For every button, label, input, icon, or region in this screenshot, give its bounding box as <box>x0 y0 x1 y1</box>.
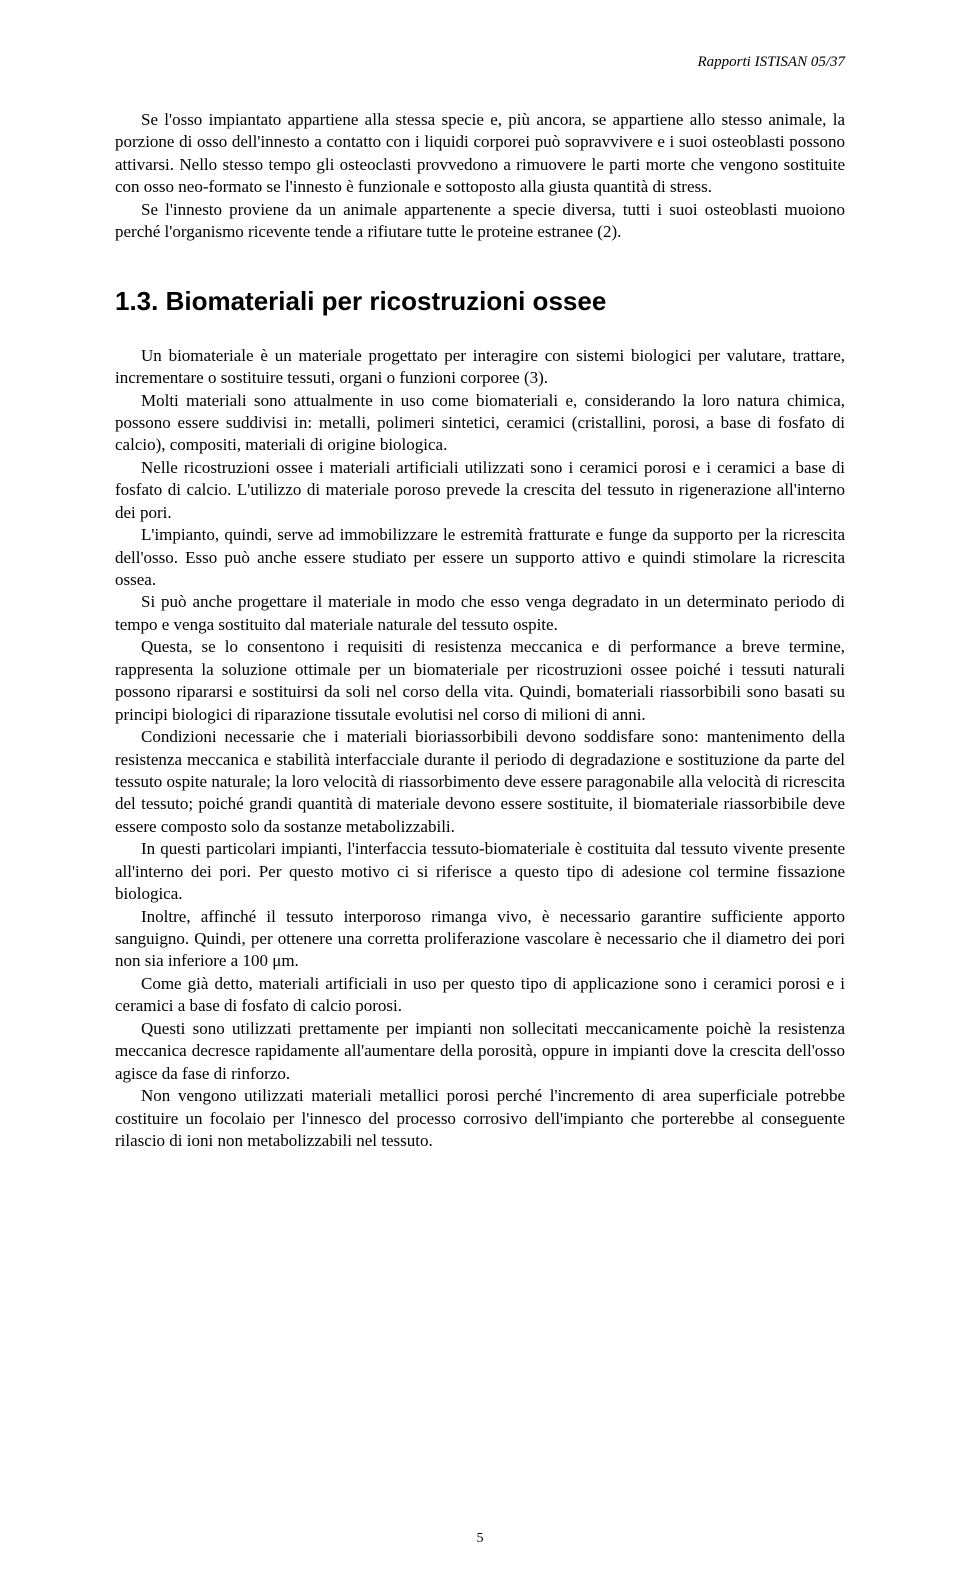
paragraph: Non vengono utilizzati materiali metalli… <box>115 1085 845 1152</box>
paragraph: Nelle ricostruzioni ossee i materiali ar… <box>115 457 845 524</box>
section-body: Un biomateriale è un materiale progettat… <box>115 345 845 1153</box>
paragraph: L'impianto, quindi, serve ad immobilizza… <box>115 524 845 591</box>
paragraph: Un biomateriale è un materiale progettat… <box>115 345 845 390</box>
paragraph: Condizioni necessarie che i materiali bi… <box>115 726 845 838</box>
intro-paragraphs: Se l'osso impiantato appartiene alla ste… <box>115 109 845 244</box>
paragraph: Inoltre, affinché il tessuto interporoso… <box>115 906 845 973</box>
paragraph: Si può anche progettare il materiale in … <box>115 591 845 636</box>
paragraph: Questa, se lo consentono i requisiti di … <box>115 636 845 726</box>
paragraph: Molti materiali sono attualmente in uso … <box>115 390 845 457</box>
paragraph: Questi sono utilizzati prettamente per i… <box>115 1018 845 1085</box>
paragraph: Come già detto, materiali artificiali in… <box>115 973 845 1018</box>
paragraph: In questi particolari impianti, l'interf… <box>115 838 845 905</box>
document-header: Rapporti ISTISAN 05/37 <box>115 54 845 71</box>
paragraph: Se l'innesto proviene da un animale appa… <box>115 199 845 244</box>
paragraph: Se l'osso impiantato appartiene alla ste… <box>115 109 845 199</box>
section-title: 1.3. Biomateriali per ricostruzioni osse… <box>115 286 845 317</box>
page-content: Rapporti ISTISAN 05/37 Se l'osso impiant… <box>0 0 960 1587</box>
page-number: 5 <box>477 1531 484 1547</box>
